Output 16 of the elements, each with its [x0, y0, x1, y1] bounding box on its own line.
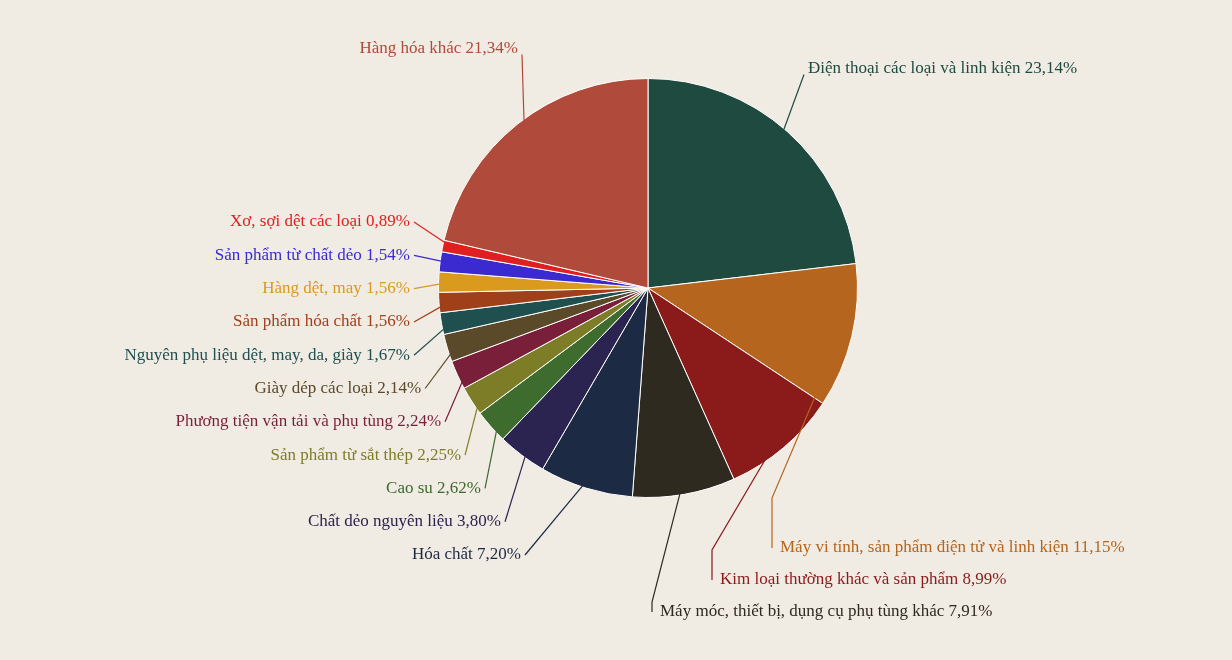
slice-label: Sản phẩm từ chất dẻo 1,54% — [214, 244, 410, 264]
slice-label: Kim loại thường khác và sản phẩm 8,99% — [720, 569, 1007, 589]
slice-label: Sản phẩm từ sắt thép 2,25% — [270, 444, 462, 464]
slice-label: Nguyên phụ liệu dệt, may, da, giày 1,67% — [124, 344, 410, 364]
slice-label: Điện thoại các loại và linh kiện 23,14% — [808, 57, 1078, 77]
slice-label: Hàng dệt, may 1,56% — [262, 278, 410, 298]
slice-label: Phương tiện vận tải và phụ tùng 2,24% — [175, 411, 442, 431]
slice-label: Máy vi tính, sản phẩm điện tử và linh kiện 11,15% — [780, 537, 1125, 557]
slice-label: Giày dép các loại 2,14% — [254, 377, 422, 397]
slice-label: Chất dẻo nguyên liệu 3,80% — [307, 511, 502, 531]
slice-label: Hóa chất 7,20% — [411, 544, 521, 564]
slice-label: Xơ, sợi dệt các loại 0,89% — [230, 211, 410, 231]
slice-label: Hàng hóa khác 21,34% — [359, 37, 518, 57]
slice-label: Máy móc, thiết bị, dụng cụ phụ tùng khác 7,91% — [660, 601, 993, 621]
slice-label: Sản phẩm hóa chất 1,56% — [232, 311, 410, 331]
slice-label: Cao su 2,62% — [386, 477, 482, 497]
